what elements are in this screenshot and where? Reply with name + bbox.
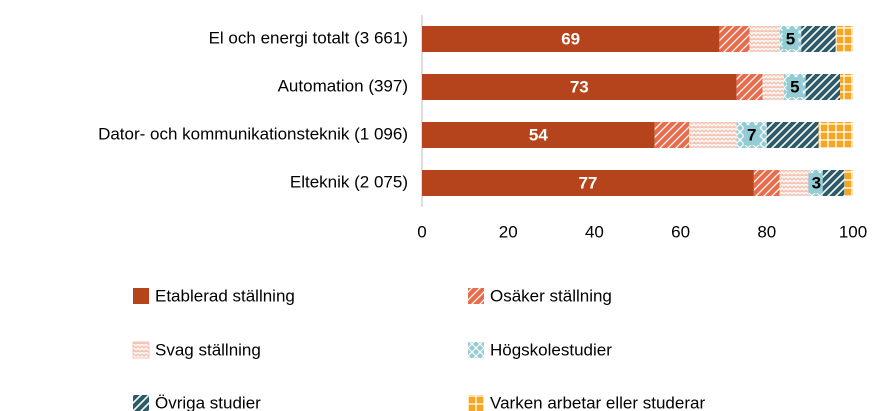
bar-segment — [818, 122, 853, 148]
x-tick-label: 40 — [585, 222, 604, 241]
bar-segment — [654, 122, 690, 148]
bar-segment — [689, 122, 737, 148]
bar-segment — [762, 74, 785, 100]
y-tick-label: Automation (397) — [278, 76, 408, 95]
bar-segment — [422, 74, 737, 100]
data-label: 73 — [570, 77, 589, 96]
legend-label: Etablerad ställning — [155, 286, 295, 305]
bar-segment — [422, 170, 754, 196]
legend-swatch — [468, 395, 484, 411]
legend-swatch — [468, 342, 484, 358]
data-label: 5 — [790, 77, 799, 96]
bar-segment — [801, 26, 836, 52]
bar-segment — [749, 26, 780, 52]
y-tick-label: Dator- och kommunikationsteknik (1 096) — [98, 124, 408, 143]
label-bg — [808, 173, 825, 193]
legend-label: Varken arbetar eller studerar — [490, 393, 705, 411]
legend-label: Osäker ställning — [490, 286, 612, 305]
legend-label: Svag ställning — [155, 340, 261, 359]
bar-segment — [779, 170, 810, 196]
bar-segment — [736, 74, 763, 100]
bar-segment — [805, 74, 841, 100]
y-tick-label: El och energi totalt (3 661) — [209, 28, 408, 47]
label-bg — [786, 77, 803, 97]
x-tick-label: 60 — [671, 222, 690, 241]
legend-swatch — [133, 395, 149, 411]
x-tick-label: 80 — [757, 222, 776, 241]
label-bg — [743, 125, 760, 145]
bar-segment — [840, 74, 853, 100]
bar-segment — [719, 26, 750, 52]
legend-swatch — [133, 288, 149, 304]
legend-label: Övriga studier — [155, 393, 261, 411]
bar-segment — [753, 170, 780, 196]
data-label: 5 — [786, 29, 795, 48]
data-label: 54 — [529, 125, 548, 144]
legend-label: Högskolestudier — [490, 340, 612, 359]
data-label: 3 — [812, 173, 821, 192]
bar-segment — [422, 122, 655, 148]
bar-segment — [822, 170, 845, 196]
data-label: 7 — [747, 125, 756, 144]
bar-segment — [422, 26, 720, 52]
x-tick-label: 20 — [499, 222, 518, 241]
legend-swatch — [132, 341, 150, 359]
y-tick-label: Elteknik (2 075) — [290, 172, 408, 191]
bar-segment — [844, 170, 853, 196]
data-label: 69 — [561, 29, 580, 48]
bar-segment — [766, 122, 819, 148]
label-bg — [782, 29, 799, 49]
data-label: 77 — [578, 173, 597, 192]
x-tick-label: 0 — [417, 222, 426, 241]
bar-segment — [835, 26, 853, 52]
legend-swatch — [468, 288, 484, 304]
x-tick-label: 100 — [839, 222, 867, 241]
